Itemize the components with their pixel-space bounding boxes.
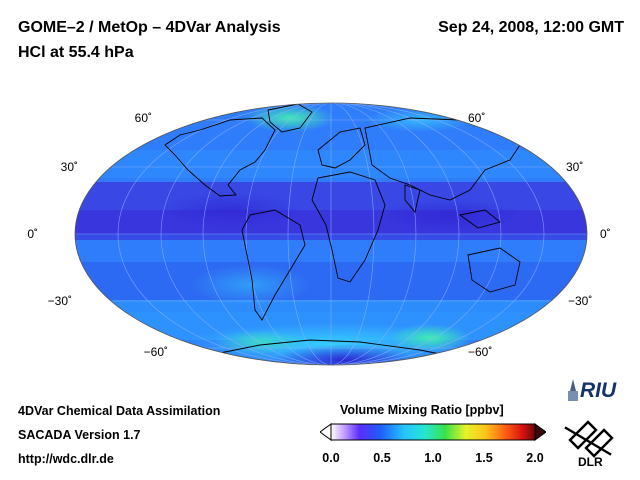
- dlr-logo: DLR: [564, 420, 614, 468]
- colorbar-tick: 0.0: [322, 451, 340, 465]
- colorbar-tick: 0.5: [373, 451, 391, 465]
- riu-logo-text: RIU: [580, 379, 617, 402]
- hcl-world-map: 60˚ 30˚ 0˚ −30˚ −60˚ 60˚ 30˚ 0˚ −30˚ −60…: [27, 102, 611, 366]
- colorbar-max-arrow: [534, 423, 546, 441]
- map-datetime: Sep 24, 2008, 12:00 GMT: [438, 19, 624, 36]
- lat-label-0-right: 0˚: [600, 227, 611, 241]
- dlr-logo-text: DLR: [578, 455, 603, 468]
- lat-label-30-right: 30˚: [566, 160, 583, 174]
- map-title: GOME–2 / MetOp – 4DVar Analysis: [18, 19, 281, 36]
- colorbar-tick: 2.0: [526, 451, 544, 465]
- footer-line-1: 4DVar Chemical Data Assimilation: [18, 404, 221, 418]
- lat-label-neg60-right: −60˚: [468, 345, 492, 359]
- lat-label-60-right: 60˚: [468, 111, 485, 125]
- colorbar-tick: 1.5: [475, 451, 493, 465]
- colorbar-min-arrow: [320, 423, 332, 441]
- lat-label-30-left: 30˚: [61, 160, 78, 174]
- riu-logo: RIU: [568, 379, 617, 402]
- colorbar-tick: 1.0: [424, 451, 442, 465]
- lat-label-neg30-left: −30˚: [48, 294, 72, 308]
- lat-label-0-left: 0˚: [27, 227, 38, 241]
- colorbar-gradient: [330, 423, 536, 441]
- lat-label-neg30-right: −30˚: [568, 294, 592, 308]
- footer-url: http://wdc.dlr.de: [18, 452, 114, 466]
- map-outline: [74, 102, 588, 366]
- lat-label-neg60-left: −60˚: [144, 345, 168, 359]
- colorbar-title: Volume Mixing Ratio [ppbv]: [340, 403, 504, 417]
- lat-label-60-left: 60˚: [135, 111, 152, 125]
- coastlines: [164, 103, 521, 365]
- map-field: [75, 103, 587, 365]
- colorbar: [320, 423, 546, 441]
- footer-line-2: SACADA Version 1.7: [18, 428, 141, 442]
- map-subtitle: HCl at 55.4 hPa: [18, 44, 134, 61]
